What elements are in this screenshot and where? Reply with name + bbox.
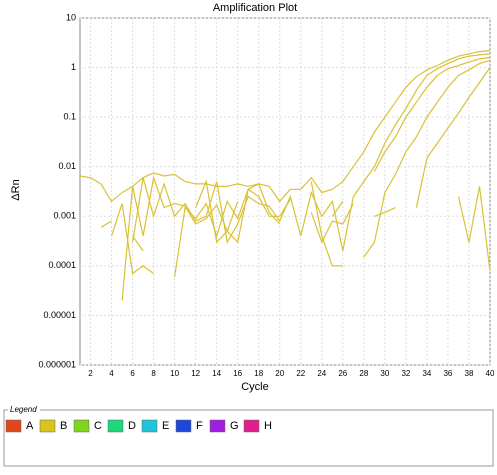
x-tick-label: 10 [170,369,179,378]
legend-box [3,409,494,467]
y-tick-label: 10 [66,12,76,22]
y-axis-label: ΔRn [10,179,22,200]
x-tick-label: 30 [380,369,389,378]
plot-area [79,17,491,366]
legend-label: G [230,420,239,432]
x-tick-label: 8 [151,369,156,378]
x-tick-label: 38 [465,369,474,378]
legend-swatch [107,419,124,433]
x-tick-label: 22 [296,369,305,378]
y-tick-label: 0.1 [63,112,76,122]
series-line [132,67,491,252]
y-tick-label: 0.000001 [38,359,76,369]
x-tick-label: 36 [443,369,452,378]
series-line [121,59,491,301]
x-tick-label: 32 [401,369,410,378]
x-tick-label: 24 [317,369,326,378]
legend-label: E [162,420,169,432]
legend-swatch [5,419,22,433]
legend-label: F [196,420,203,432]
series-line [110,56,491,277]
legend-title: Legend [10,405,37,414]
x-tick-label: 14 [212,369,221,378]
legend-swatch [209,419,226,433]
y-tick-label: 0.001 [53,211,76,221]
legend-swatch [175,419,192,433]
series-line [457,186,491,271]
x-tick-label: 6 [130,369,135,378]
x-tick-label: 18 [254,369,263,378]
legend-title-bg [8,405,40,415]
x-tick-label: 12 [191,369,200,378]
legend-swatch [73,419,90,433]
x-tick-label: 16 [233,369,242,378]
y-tick-label: 1 [71,62,76,72]
legend-label: H [264,420,272,432]
x-axis-label: Cycle [241,381,269,393]
legend-label: A [26,420,34,432]
legend-swatch [243,419,260,433]
legend-label: C [94,420,102,432]
y-tick-label: 0.0001 [48,260,76,270]
series-line [79,50,491,203]
chart-title: Amplification Plot [213,2,297,14]
legend-swatch [141,419,158,433]
legend-label: B [60,420,67,432]
x-tick-label: 4 [109,369,114,378]
legend-label: D [128,420,136,432]
x-tick-label: 2 [88,369,93,378]
x-tick-label: 34 [422,369,431,378]
x-tick-label: 40 [486,369,495,378]
legend-swatch [39,419,56,433]
x-tick-label: 20 [275,369,284,378]
x-tick-label: 26 [338,369,347,378]
y-tick-label: 0.00001 [43,310,76,320]
y-tick-label: 0.01 [58,161,76,171]
x-tick-label: 28 [359,369,368,378]
